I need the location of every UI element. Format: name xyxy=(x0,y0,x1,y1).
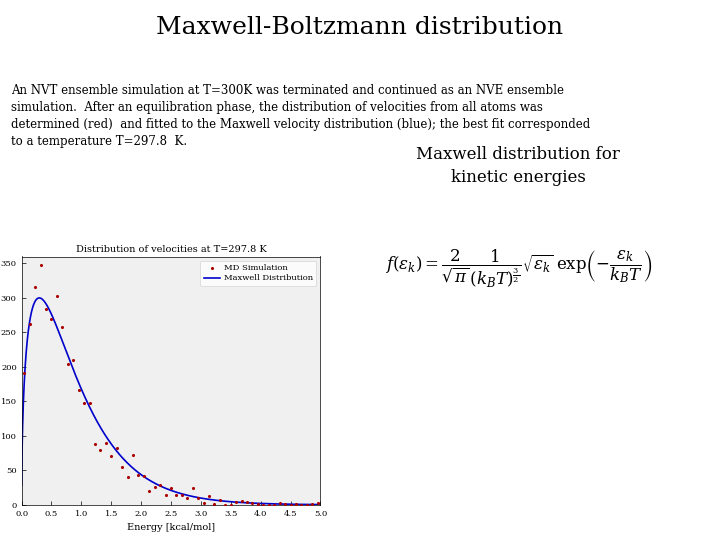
MD Simulation xyxy=(225,501,236,509)
MD Simulation xyxy=(171,491,182,500)
MD Simulation xyxy=(127,450,139,459)
Maxwell Distribution xyxy=(155,482,163,489)
Text: Maxwell distribution for
kinetic energies: Maxwell distribution for kinetic energie… xyxy=(416,146,621,186)
MD Simulation xyxy=(35,261,46,270)
Maxwell Distribution xyxy=(316,501,325,508)
MD Simulation xyxy=(241,498,253,507)
Line: Maxwell Distribution: Maxwell Distribution xyxy=(22,298,320,504)
MD Simulation xyxy=(117,462,128,471)
MD Simulation xyxy=(296,501,307,509)
MD Simulation xyxy=(24,319,35,328)
MD Simulation xyxy=(100,438,112,447)
Maxwell Distribution xyxy=(35,295,44,301)
MD Simulation xyxy=(192,494,204,502)
MD Simulation xyxy=(187,484,199,493)
MD Simulation xyxy=(236,496,248,505)
MD Simulation xyxy=(94,446,106,454)
MD Simulation xyxy=(301,501,312,509)
MD Simulation xyxy=(73,386,84,395)
MD Simulation xyxy=(284,501,297,509)
MD Simulation xyxy=(203,492,215,501)
Text: $f(\epsilon_k) = \dfrac{2}{\sqrt{\pi}}\dfrac{1}{(k_B T)^{\frac{3}{2}}}\sqrt{\eps: $f(\epsilon_k) = \dfrac{2}{\sqrt{\pi}}\d… xyxy=(384,248,652,291)
MD Simulation xyxy=(84,399,95,408)
MD Simulation xyxy=(154,481,166,489)
MD Simulation xyxy=(160,491,171,500)
MD Simulation xyxy=(247,499,258,508)
Maxwell Distribution xyxy=(307,501,316,508)
MD Simulation xyxy=(165,484,176,492)
MD Simulation xyxy=(312,499,323,508)
MD Simulation xyxy=(132,470,144,479)
Maxwell Distribution xyxy=(163,485,171,492)
Maxwell Distribution xyxy=(253,500,261,507)
MD Simulation xyxy=(68,356,79,364)
MD Simulation xyxy=(105,451,117,460)
MD Simulation xyxy=(149,483,161,491)
MD Simulation xyxy=(111,443,122,452)
MD Simulation xyxy=(220,501,231,509)
MD Simulation xyxy=(290,500,302,508)
Maxwell Distribution xyxy=(307,501,316,508)
MD Simulation xyxy=(19,368,30,377)
MD Simulation xyxy=(307,500,318,508)
MD Simulation xyxy=(198,498,210,507)
MD Simulation xyxy=(143,487,155,495)
Maxwell Distribution xyxy=(17,482,26,488)
MD Simulation xyxy=(279,500,291,508)
X-axis label: Energy [kcal/mol]: Energy [kcal/mol] xyxy=(127,523,215,532)
MD Simulation xyxy=(269,500,280,509)
Text: An NVT ensemble simulation at T=300K was terminated and continued as an NVE ense: An NVT ensemble simulation at T=300K was… xyxy=(11,84,590,148)
MD Simulation xyxy=(181,494,193,502)
Maxwell Distribution xyxy=(32,296,41,302)
MD Simulation xyxy=(46,315,57,323)
MD Simulation xyxy=(258,501,269,509)
MD Simulation xyxy=(62,360,73,368)
MD Simulation xyxy=(78,398,90,407)
Title: Distribution of velocities at T=297.8 K: Distribution of velocities at T=297.8 K xyxy=(76,245,266,254)
MD Simulation xyxy=(30,283,41,292)
MD Simulation xyxy=(89,440,101,449)
Text: Maxwell-Boltzmann distribution: Maxwell-Boltzmann distribution xyxy=(156,16,564,39)
MD Simulation xyxy=(122,472,133,481)
Legend: MD Simulation, Maxwell Distribution: MD Simulation, Maxwell Distribution xyxy=(200,261,316,286)
MD Simulation xyxy=(274,498,285,507)
MD Simulation xyxy=(230,497,242,506)
MD Simulation xyxy=(51,292,63,300)
MD Simulation xyxy=(209,500,220,508)
MD Simulation xyxy=(57,322,68,331)
MD Simulation xyxy=(252,500,264,508)
MD Simulation xyxy=(214,496,225,504)
MD Simulation xyxy=(40,305,52,313)
MD Simulation xyxy=(138,472,150,481)
MD Simulation xyxy=(263,501,274,509)
MD Simulation xyxy=(176,491,188,500)
